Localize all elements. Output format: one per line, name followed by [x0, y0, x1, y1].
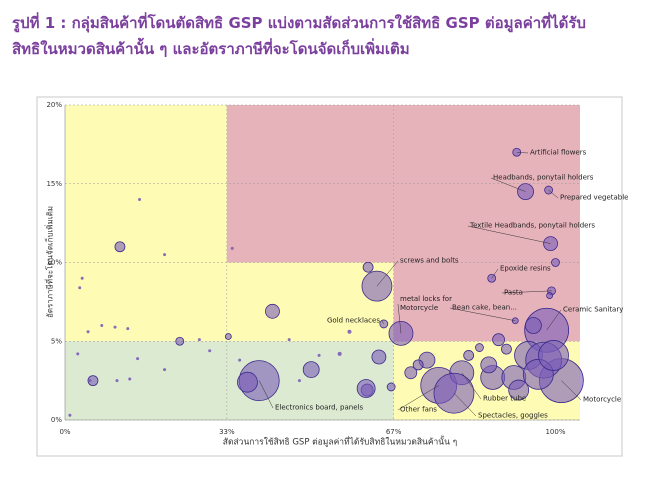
bubble	[546, 292, 553, 299]
leader-line	[501, 290, 552, 294]
bubble	[126, 327, 130, 331]
bubble	[163, 253, 167, 257]
x-axis-title: สัดส่วนการใช้สิทธิ GSP ต่อมูลค่าที่ได้รั…	[223, 436, 457, 448]
leader-line	[376, 260, 399, 287]
bubble	[163, 368, 167, 372]
bubble	[508, 379, 530, 401]
y-tick-label: 5%	[51, 337, 62, 345]
bubble	[197, 338, 201, 342]
region	[393, 105, 580, 342]
y-tick-label: 20%	[46, 101, 62, 109]
bubble	[551, 258, 560, 267]
leader-line	[397, 303, 402, 334]
bubble	[88, 379, 92, 383]
bubble	[138, 198, 142, 201]
bubble	[68, 413, 72, 417]
x-tick-label: 33%	[219, 428, 235, 436]
bubble	[237, 371, 258, 393]
y-tick-label: 0%	[51, 416, 62, 424]
leader-line	[561, 380, 582, 401]
leader-line	[546, 309, 562, 331]
bubble	[265, 303, 280, 319]
bubble	[412, 359, 424, 371]
y-tick-label: 10%	[46, 259, 62, 267]
bubble	[538, 340, 569, 371]
bubble	[501, 343, 512, 355]
x-tick-label: 67%	[386, 428, 402, 436]
chart-frame	[36, 96, 623, 457]
bubble	[175, 336, 185, 346]
bubble	[297, 379, 301, 383]
leader-line	[467, 225, 551, 244]
y-axis-title: อัตราภาษีที่จะโดนจัดเก็บเพิ่มเติม	[44, 206, 55, 318]
leader-line	[548, 189, 559, 199]
bubble	[238, 358, 242, 362]
leader-line	[490, 177, 526, 192]
bubble	[115, 379, 119, 383]
bubble	[356, 379, 376, 398]
leader-line	[449, 307, 516, 322]
leader-line	[397, 385, 439, 411]
bubble	[128, 377, 132, 381]
bubble	[463, 350, 475, 361]
bubble	[492, 333, 505, 347]
bubble	[525, 317, 542, 334]
bubble	[302, 361, 320, 379]
bubble	[480, 356, 498, 374]
x-tick-label: 0%	[59, 428, 70, 436]
leader-line	[461, 372, 482, 400]
bubble	[78, 286, 82, 290]
bubble	[86, 330, 90, 334]
bubble	[114, 241, 126, 253]
bubble	[230, 246, 234, 250]
leader-line	[381, 320, 385, 325]
y-tick-label: 15%	[46, 180, 62, 188]
bubble	[347, 329, 352, 334]
leader-line	[259, 380, 274, 409]
bubble	[287, 338, 291, 342]
bubble	[113, 325, 117, 329]
title: รูปที่ 1 : กลุ่มสินค้าที่โดนตัดสิทธิ GSP…	[12, 10, 642, 62]
x-tick-label: 100%	[545, 428, 565, 436]
bubble	[362, 261, 374, 273]
leader-line	[516, 152, 529, 154]
bubble	[404, 366, 418, 380]
bubble	[80, 276, 84, 280]
bubble	[386, 382, 396, 392]
title-line: รูปที่ 1 : กลุ่มสินค้าที่โดนตัดสิทธิ GSP…	[12, 14, 586, 32]
bubble	[317, 353, 321, 357]
bubble	[371, 349, 387, 365]
bubble	[337, 351, 342, 356]
bubble	[208, 349, 212, 353]
bubble	[136, 357, 140, 361]
region	[65, 105, 227, 342]
bubble	[100, 324, 104, 327]
bubble	[224, 333, 232, 340]
leader-line	[491, 268, 499, 279]
leader-line	[453, 393, 477, 417]
bubble	[76, 352, 80, 356]
title-line: สิทธิในหมวดสินค้านั้น ๆ และอัตราภาษีที่จ…	[12, 40, 410, 58]
bubble	[475, 343, 484, 352]
bubble	[87, 375, 99, 387]
